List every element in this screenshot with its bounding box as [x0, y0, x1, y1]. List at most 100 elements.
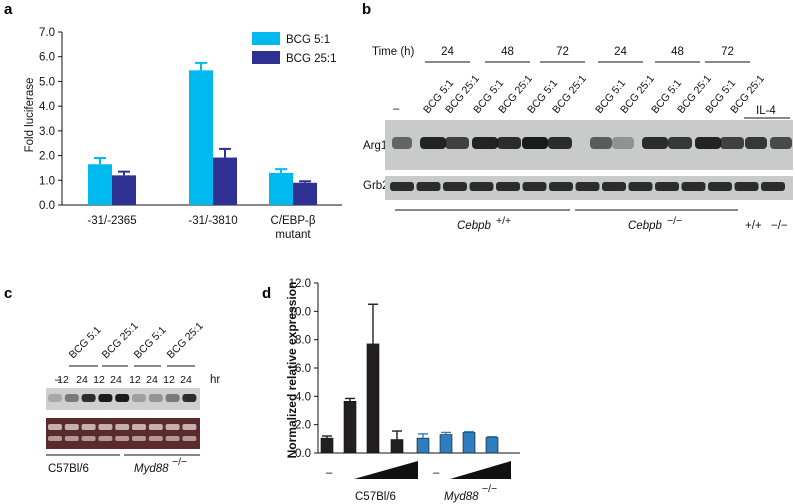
legend-swatch-bcg-25-1	[252, 51, 280, 64]
legend-label-bcg-25-1: BCG 25:1	[286, 53, 337, 65]
chart-d: Normalized relative expression 0.0 2.0 4.0…	[285, 278, 520, 503]
blot-c-rrna-band	[98, 424, 112, 430]
blot-b-time-group-label: 72	[556, 46, 569, 58]
chart-d-bar	[463, 432, 475, 453]
blot-b-row-grb2: Grb2	[363, 180, 389, 192]
blot-c-loading-strip	[46, 418, 200, 449]
chart-d-bar	[321, 438, 333, 453]
blot-b-grb2-band	[629, 182, 653, 191]
chart-a-y-tick-label: 5.0	[39, 76, 55, 88]
chart-a-x-labels: -31/-2365 -31/-3810 C/EBP-β mutant	[87, 215, 315, 241]
blot-c-rrna-band	[182, 424, 196, 430]
chart-d-dash-1: –	[326, 467, 333, 479]
blot-b-time-groups: 24 48 72 24 48 72	[425, 46, 750, 62]
blot-b-grb2-band	[470, 182, 494, 191]
blot-c-band	[82, 394, 96, 402]
blot-c-rrna-band	[82, 424, 96, 430]
blot-c-group-label: BCG 25:1	[165, 320, 206, 361]
chart-d-y-tick-label: 2.0	[295, 420, 311, 432]
blot-b-grb2-band	[602, 182, 626, 191]
blot-c-band	[182, 394, 196, 402]
blot-c-band	[48, 394, 62, 402]
chart-d-bar	[440, 435, 452, 453]
blot-b-genotype1-label: Cebpb	[457, 220, 491, 232]
blot-b-row-arg1: Arg1	[363, 140, 387, 152]
blot-b-grb2-band	[523, 182, 547, 191]
blot-c-time-label: 12	[163, 374, 175, 386]
blot-c-time-label: 24	[146, 374, 158, 386]
blot-c-rrna-band	[48, 436, 62, 441]
blot-c-rrna-band	[65, 424, 79, 430]
blot-c-rrna-band	[149, 424, 163, 430]
blot-b-grb2-band	[443, 182, 467, 191]
blot-b-genotype2-label: Cebpb	[628, 220, 662, 232]
chart-d-y-tick-label: 6.0	[295, 363, 311, 375]
blot-c-rrna-band	[166, 424, 180, 430]
blot-c-rrna-band	[82, 436, 96, 441]
chart-a-bar	[88, 164, 112, 205]
blot-b-genotype1-sup: +/+	[496, 215, 511, 227]
chart-a-legend: BCG 5:1 BCG 25:1	[252, 32, 337, 65]
blot-c-rrna-band	[115, 436, 129, 441]
blot-c-band	[65, 394, 79, 402]
blot-c-rrna-band	[132, 424, 146, 430]
blot-c-rrna-band	[48, 424, 62, 430]
chart-a-y-tick-label: 6.0	[39, 52, 55, 64]
blot-b-lane-label: BCG 25:1	[550, 73, 589, 116]
blot-b-time-group-label: 24	[614, 46, 627, 58]
blot-b-grb2-band	[549, 182, 573, 191]
blot-c-time-label: 24	[180, 374, 192, 386]
blot-b-grb2-band	[576, 182, 600, 191]
blot-c-group-label: BCG 5:1	[67, 324, 104, 361]
blot-c-time-label: 24	[110, 374, 122, 386]
chart-a-bars	[88, 63, 317, 205]
blot-b-time-group-label: 24	[441, 46, 454, 58]
chart-a-x-label: mutant	[275, 229, 311, 241]
blot-b-arg1-band	[472, 137, 498, 149]
chart-a-bar	[269, 173, 293, 205]
chart-a-y-ticks: 0.0 1.0 2.0 3.0 4.0 5.0 6.0 7.0	[39, 27, 62, 212]
chart-a-y-tick-label: 4.0	[39, 101, 55, 113]
chart-d-bars	[321, 304, 498, 453]
blot-b-grb2-band	[735, 182, 759, 191]
blot-b-arg1-band	[642, 137, 668, 149]
chart-d-bar	[391, 440, 403, 453]
blot-b-arg1-band	[695, 137, 721, 149]
blot-c-rrna-band	[98, 436, 112, 441]
chart-d-bar	[367, 344, 379, 453]
chart-a-y-tick-label: 3.0	[39, 126, 55, 138]
blot-b-grb2-band	[761, 182, 785, 191]
panel-label-b: b	[362, 1, 371, 18]
blot-c-strain2-label: Myd88	[134, 463, 169, 475]
chart-d-y-tick-label: 8.0	[295, 335, 311, 347]
panel-label-a: a	[4, 1, 13, 18]
blot-c-strain1-label: C57Bl/6	[48, 463, 89, 475]
blot-b-arg1-band	[770, 137, 792, 149]
chart-d-bar	[344, 401, 356, 453]
blot-b-arg1-band	[392, 137, 412, 149]
blot-c-band	[98, 394, 112, 402]
blot-b-time-group-label: 72	[721, 46, 734, 58]
blot-b-dash: –	[393, 103, 400, 115]
blot-b-time-group-label: 48	[671, 46, 684, 58]
blot-c-strain2-sup: −/−	[172, 456, 187, 468]
chart-d-bar	[486, 437, 498, 453]
chart-a: Fold luciferase 0.0 1.0 2.0 3.0 4.0 5.0 6.0 7.0…	[24, 27, 342, 241]
chart-d-y-tick-label: 4.0	[295, 391, 311, 403]
blot-c-rrna-band	[182, 436, 196, 441]
blot-c-time-label: 12	[93, 374, 105, 386]
chart-a-bar	[189, 70, 213, 205]
chart-a-ylabel: Fold luciferase	[24, 78, 36, 153]
chart-d-group1-label: C57Bl/6	[355, 491, 396, 503]
blot-c-rrna-band	[115, 424, 129, 430]
blot-c-rrna-band	[149, 436, 163, 441]
chart-d-group2-sup: −/−	[482, 483, 497, 495]
blot-b-arg1-band	[420, 137, 446, 149]
chart-d-y-tick-label: 0.0	[295, 448, 311, 460]
chart-d-group2-label: Myd88	[444, 491, 479, 503]
